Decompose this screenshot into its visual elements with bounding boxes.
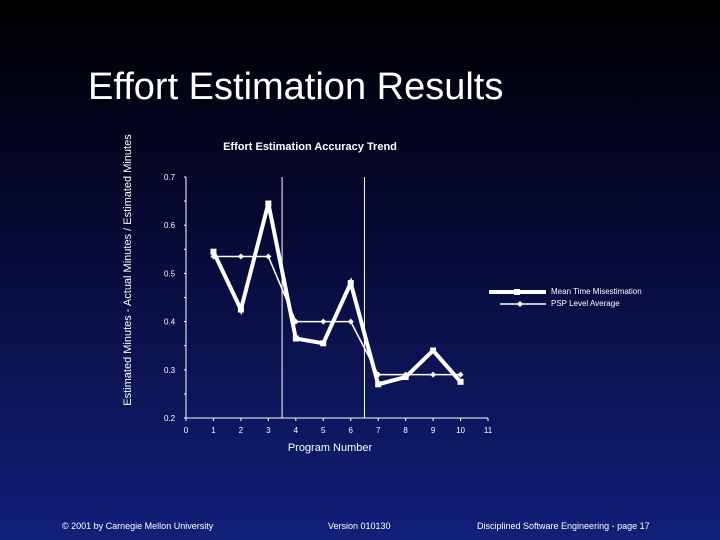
x-tick-label: 9 <box>431 426 436 435</box>
series-point-mean-time <box>457 378 464 385</box>
x-ticks: 0 1 2 3 4 5 6 7 8 9 10 11 <box>184 418 493 435</box>
x-tick-label: 6 <box>349 426 354 435</box>
x-tick-label: 0 <box>184 426 189 435</box>
x-axis-label: Program Number <box>287 442 373 454</box>
series-point-psp-level <box>375 371 382 378</box>
x-tick-label: 5 <box>321 426 326 435</box>
series-point-psp-level <box>320 318 327 325</box>
series-point-mean-time <box>210 248 217 255</box>
x-tick-label: 1 <box>211 426 216 435</box>
series-point-mean-time <box>265 200 272 207</box>
y-tick-label: 0.4 <box>164 318 176 327</box>
x-tick-label: 3 <box>266 426 271 435</box>
legend-marker-psp-level <box>517 301 523 307</box>
series-point-psp-level <box>292 318 299 325</box>
gridlines <box>281 177 365 418</box>
series-point-mean-time <box>237 306 244 313</box>
series-point-psp-level <box>265 253 272 260</box>
series-point-mean-time <box>292 335 299 342</box>
y-tick-label: 0.3 <box>164 366 176 375</box>
x-tick-label: 7 <box>376 426 381 435</box>
y-tick-label: 0.7 <box>164 173 176 182</box>
series-point-psp-level <box>347 318 354 325</box>
footer-page: Disciplined Software Engineering - page … <box>477 521 650 531</box>
series-point-mean-time <box>430 347 437 354</box>
footer-version: Version 010130 <box>328 521 391 531</box>
slide-title: Effort Estimation Results <box>88 66 504 108</box>
series-point-mean-time <box>347 280 354 287</box>
series-line-mean-time <box>211 203 463 387</box>
chart-title: Effort Estimation Accuracy Trend <box>223 141 397 153</box>
x-tick-label: 2 <box>239 426 244 435</box>
axes <box>185 177 488 419</box>
x-tick-label: 8 <box>403 426 408 435</box>
legend-label-mean-time: Mean Time Misestimation <box>551 287 642 296</box>
series-point-psp-level <box>457 371 464 378</box>
x-tick-label: 11 <box>484 426 493 435</box>
legend-marker-mean-time <box>514 289 520 295</box>
footer-copyright: © 2001 by Carnegie Mellon University <box>62 521 214 531</box>
y-tick-label: 0.5 <box>164 269 176 278</box>
y-ticks: 0.2 0.3 0.4 0.5 0.6 0.7 <box>164 173 186 423</box>
series-point-psp-level <box>237 253 244 260</box>
series-point-psp-level <box>402 371 409 378</box>
legend-label-psp-level: PSP Level Average <box>551 299 620 308</box>
series-line-psp-level <box>213 255 461 376</box>
x-tick-label: 10 <box>456 426 465 435</box>
x-tick-label: 4 <box>294 426 299 435</box>
y-tick-label: 0.6 <box>164 221 176 230</box>
y-tick-label: 0.2 <box>164 414 176 423</box>
series-point-mean-time <box>320 340 327 347</box>
series-point-psp-level <box>430 371 437 378</box>
series-layer <box>210 200 464 388</box>
series-point-mean-time <box>375 381 382 388</box>
series-point-psp-level <box>210 253 217 260</box>
legend-graphics <box>489 289 546 307</box>
